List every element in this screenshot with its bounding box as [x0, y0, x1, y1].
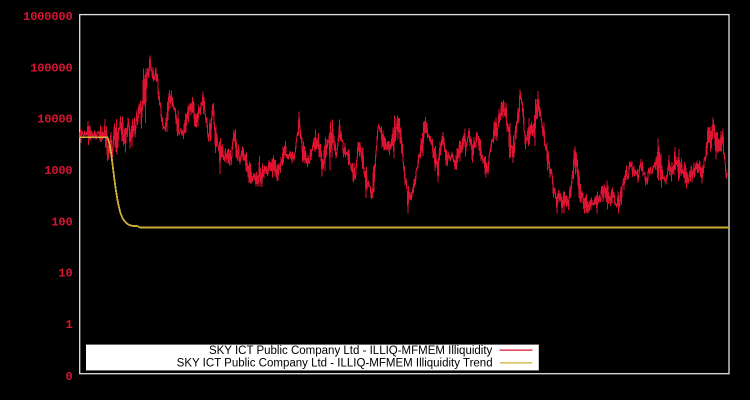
- svg-text:1000: 1000: [44, 164, 72, 178]
- svg-text:1: 1: [65, 318, 72, 332]
- svg-text:100: 100: [51, 215, 72, 229]
- svg-text:0: 0: [65, 370, 72, 384]
- svg-text:SKY ICT Public Company Ltd - I: SKY ICT Public Company Ltd - ILLIQ-MFMEM…: [177, 358, 493, 370]
- svg-text:100000: 100000: [30, 61, 72, 75]
- svg-text:1000000: 1000000: [23, 10, 72, 24]
- svg-text:10: 10: [58, 267, 72, 281]
- svg-text:SKY ICT Public Company Ltd - I: SKY ICT Public Company Ltd - ILLIQ-MFMEM…: [209, 345, 493, 357]
- svg-text:10000: 10000: [37, 113, 72, 127]
